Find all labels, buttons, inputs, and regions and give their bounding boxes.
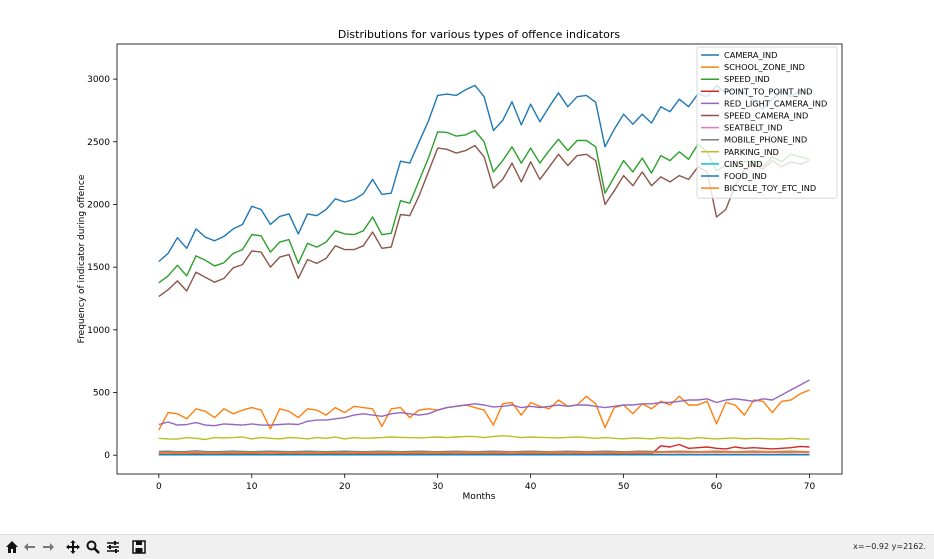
x-tick-label: 30 bbox=[432, 482, 444, 492]
zoom-button[interactable] bbox=[84, 538, 102, 556]
y-tick-label: 2000 bbox=[87, 200, 110, 210]
pan-button[interactable] bbox=[64, 538, 82, 556]
y-tick-label: 3000 bbox=[87, 75, 110, 85]
legend-box bbox=[696, 46, 838, 199]
x-tick-label: 40 bbox=[525, 482, 537, 492]
series-line-red-light-camera-ind bbox=[158, 379, 810, 427]
y-tick-label: 2500 bbox=[87, 138, 110, 148]
configure-subplots-button[interactable] bbox=[104, 538, 122, 556]
chart-title: Distributions for various types of offen… bbox=[338, 28, 620, 41]
figure: Distributions for various types of offen… bbox=[77, 28, 843, 502]
legend-label: SCHOOL_ZONE_IND bbox=[724, 62, 805, 72]
legend-label: PARKING_IND bbox=[724, 147, 779, 157]
legend: CAMERA_IND SCHOOL_ZONE_IND SPEED_IND POINT_… bbox=[696, 46, 838, 199]
legend-label: SPEED_CAMERA_IND bbox=[724, 111, 808, 121]
series-line-school-zone-ind bbox=[158, 389, 810, 431]
x-axis-label: Months bbox=[463, 492, 496, 502]
x-tick-label: 60 bbox=[711, 482, 723, 492]
x-tick-label: 20 bbox=[339, 482, 351, 492]
series-lines bbox=[158, 84, 810, 456]
back-button[interactable] bbox=[21, 538, 39, 556]
pan-icon bbox=[66, 540, 80, 554]
chart: Distributions for various types of offen… bbox=[77, 28, 843, 502]
legend-label: FOOD_IND bbox=[724, 171, 767, 181]
y-tick-label: 1500 bbox=[87, 263, 110, 273]
home-button[interactable] bbox=[3, 538, 21, 556]
axes: 0 10 20 30 40 50 60 70 0 500 1000 1500 2000 2500 3000 bbox=[87, 43, 843, 492]
save-icon bbox=[132, 540, 146, 554]
legend-label: SEATBELT_IND bbox=[724, 123, 783, 133]
home-icon bbox=[6, 541, 18, 553]
legend-label: SPEED_IND bbox=[724, 74, 770, 84]
navigation-toolbar: x=−0.92 y=2162. bbox=[0, 534, 934, 559]
legend-label: CAMERA_IND bbox=[724, 50, 777, 60]
legend-label: POINT_TO_POINT_IND bbox=[724, 86, 812, 96]
legend-label: BICYCLE_TOY_ETC_IND bbox=[724, 183, 816, 193]
y-tick-label: 0 bbox=[104, 451, 110, 461]
x-tick-label: 70 bbox=[804, 482, 816, 492]
legend-label: MOBILE_PHONE_IND bbox=[724, 135, 807, 145]
back-icon bbox=[24, 543, 35, 551]
series-line-bicycle-toy-etc-ind bbox=[158, 451, 810, 454]
x-tick-label: 10 bbox=[246, 482, 258, 492]
y-tick-label: 500 bbox=[93, 389, 110, 399]
legend-label: CINS_IND bbox=[724, 159, 762, 169]
coordinate-readout: x=−0.92 y=2162. bbox=[853, 542, 926, 551]
legend-label: RED_LIGHT_CAMERA_IND bbox=[724, 98, 827, 108]
save-button[interactable] bbox=[130, 538, 148, 556]
forward-button[interactable] bbox=[39, 538, 57, 556]
x-tick-label: 0 bbox=[156, 482, 162, 492]
forward-icon bbox=[43, 543, 54, 551]
axes-frame bbox=[116, 43, 843, 475]
y-axis-label: Frequency of indicator during offence bbox=[77, 174, 87, 343]
configure-subplots-icon bbox=[107, 541, 119, 553]
zoom-icon bbox=[86, 540, 100, 554]
series-line-parking-ind bbox=[158, 435, 810, 441]
x-tick-label: 50 bbox=[618, 482, 630, 492]
y-tick-label: 1000 bbox=[87, 326, 110, 336]
